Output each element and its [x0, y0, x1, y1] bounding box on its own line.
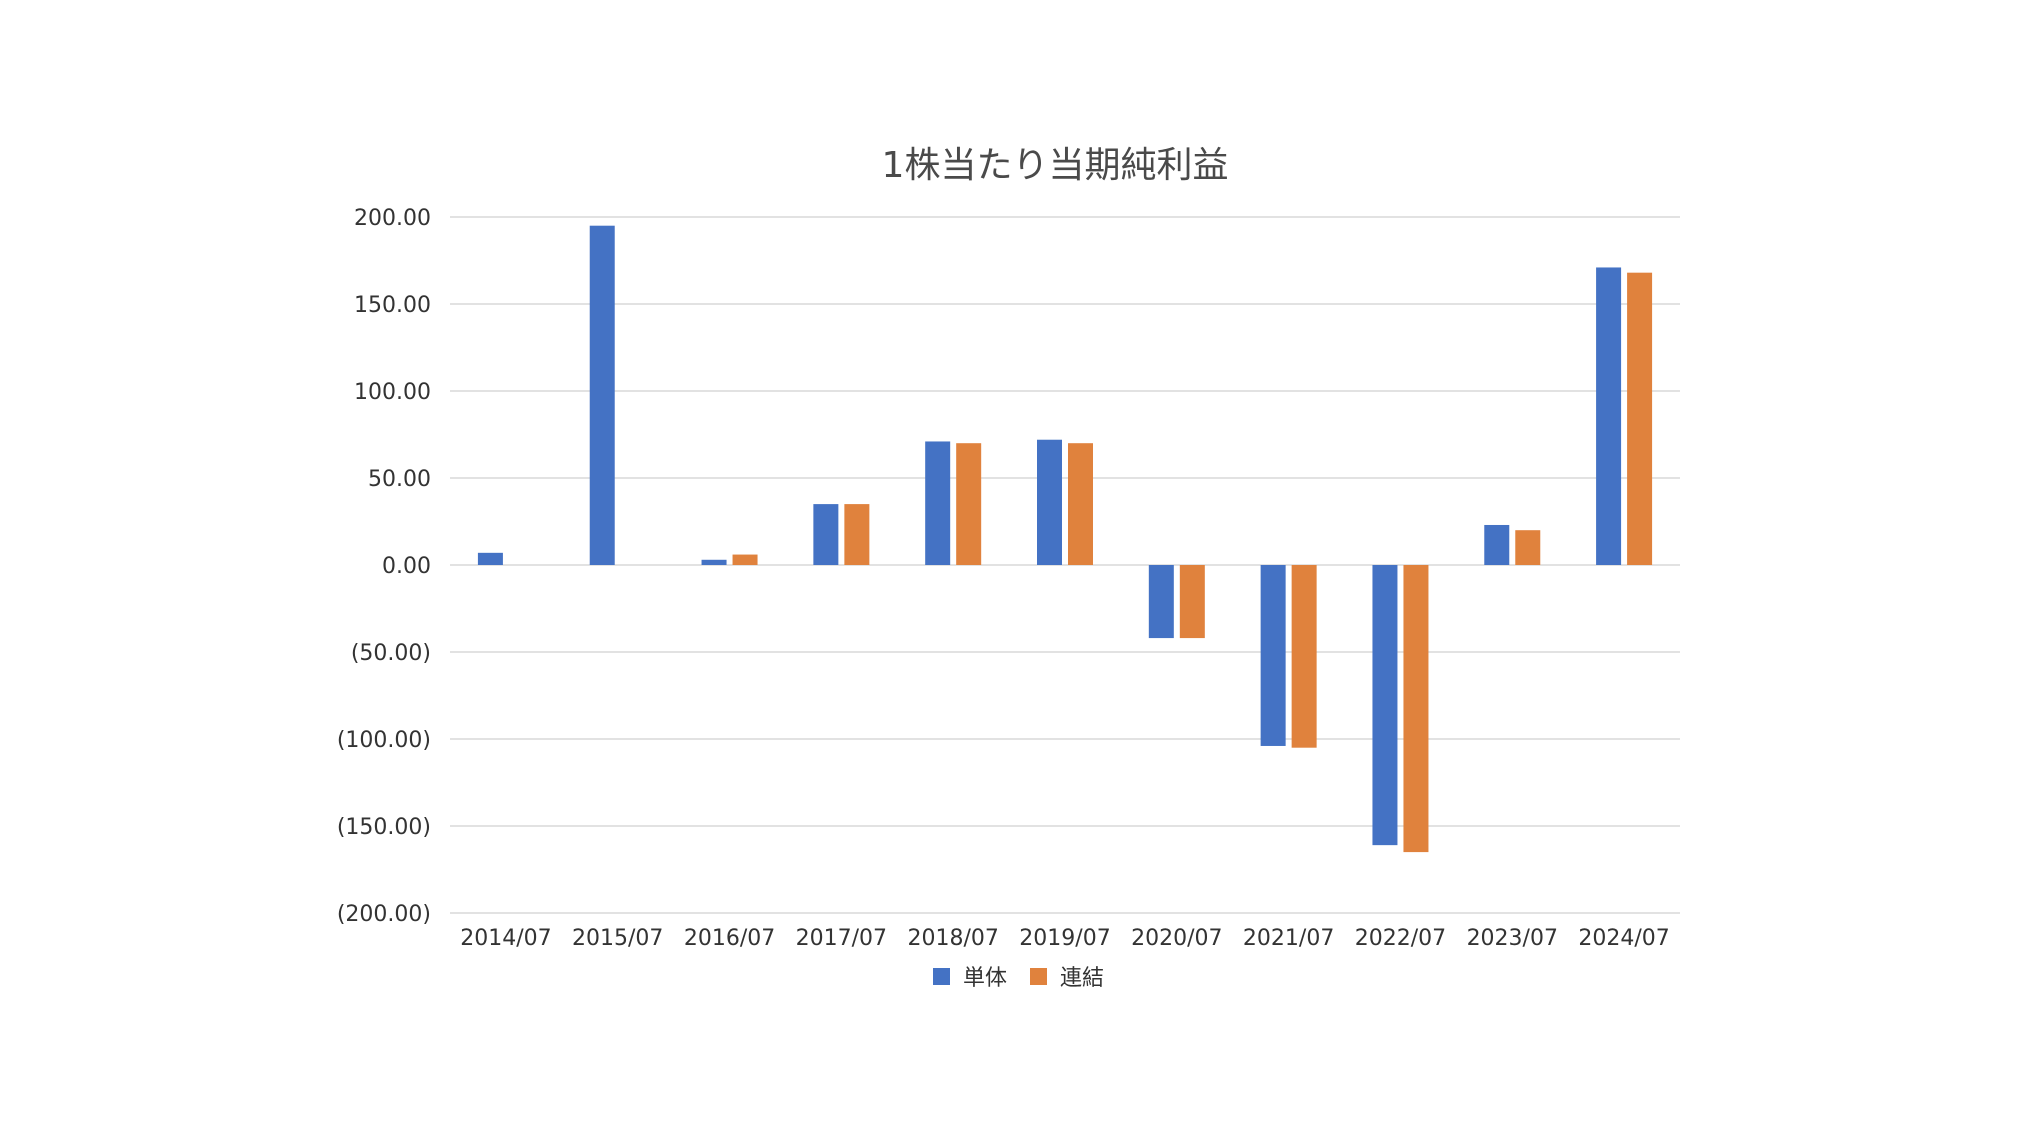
legend-swatch: [933, 968, 950, 985]
y-axis-tick-labels: 200.00 150.00 100.00 50.00 0.00 (50.00) (100.0…: [337, 206, 431, 927]
bar-series2-2023-07: [1515, 530, 1541, 565]
x-axis-tick-labels: 2014/07 2015/07 2016/07 2017/07 2018/07 2019/…: [460, 926, 1670, 951]
x-tick-label: 2021/07: [1243, 926, 1334, 951]
bar-series2-2016-07: [732, 554, 758, 565]
bar-series1-2015-07: [589, 225, 615, 565]
y-tick-label: 0.00: [382, 554, 431, 579]
bar-series1-2023-07: [1484, 524, 1510, 565]
y-tick-label: 150.00: [354, 293, 431, 318]
x-tick-label: 2018/07: [907, 926, 998, 951]
bars: [477, 225, 1653, 853]
y-tick-label: (200.00): [337, 902, 431, 927]
x-tick-label: 2022/07: [1355, 926, 1446, 951]
x-tick-label: 2014/07: [460, 926, 551, 951]
y-tick-label: (100.00): [337, 728, 431, 753]
bar-series2-2021-07: [1291, 565, 1317, 748]
x-tick-label: 2024/07: [1578, 926, 1669, 951]
bar-series1-2024-07: [1596, 267, 1622, 565]
legend: 単体 連結: [933, 966, 1104, 991]
bar-series2-2018-07: [956, 443, 982, 565]
bar-series2-2020-07: [1179, 565, 1205, 639]
bar-series1-2018-07: [925, 441, 951, 565]
bar-series2-2017-07: [844, 504, 870, 565]
y-tick-label: (150.00): [337, 815, 431, 840]
legend-label: 単体: [963, 966, 1007, 991]
y-tick-label: 50.00: [368, 467, 431, 492]
bar-series1-2020-07: [1148, 565, 1174, 639]
chart-title: 1株当たり当期純利益: [882, 145, 1229, 186]
bar-series1-2014-07: [477, 552, 503, 565]
bar-series1-2022-07: [1372, 565, 1398, 846]
bar-series2-2024-07: [1627, 272, 1653, 565]
x-tick-label: 2016/07: [684, 926, 775, 951]
bar-series1-2016-07: [701, 559, 727, 565]
y-tick-label: 100.00: [354, 380, 431, 405]
x-tick-label: 2020/07: [1131, 926, 1222, 951]
x-tick-label: 2019/07: [1019, 926, 1110, 951]
y-tick-label: (50.00): [351, 641, 431, 666]
bar-series2-2019-07: [1068, 443, 1093, 565]
x-tick-label: 2015/07: [572, 926, 663, 951]
legend-label: 連結: [1060, 966, 1104, 991]
bar-series2-2022-07: [1403, 565, 1429, 853]
gridlines: [450, 216, 1680, 914]
y-tick-label: 200.00: [354, 206, 431, 231]
x-tick-label: 2023/07: [1467, 926, 1558, 951]
bar-series1-2021-07: [1260, 565, 1286, 746]
x-tick-label: 2017/07: [796, 926, 887, 951]
bar-series1-2017-07: [813, 504, 839, 565]
bar-series1-2019-07: [1037, 439, 1062, 565]
legend-swatch: [1030, 968, 1047, 985]
